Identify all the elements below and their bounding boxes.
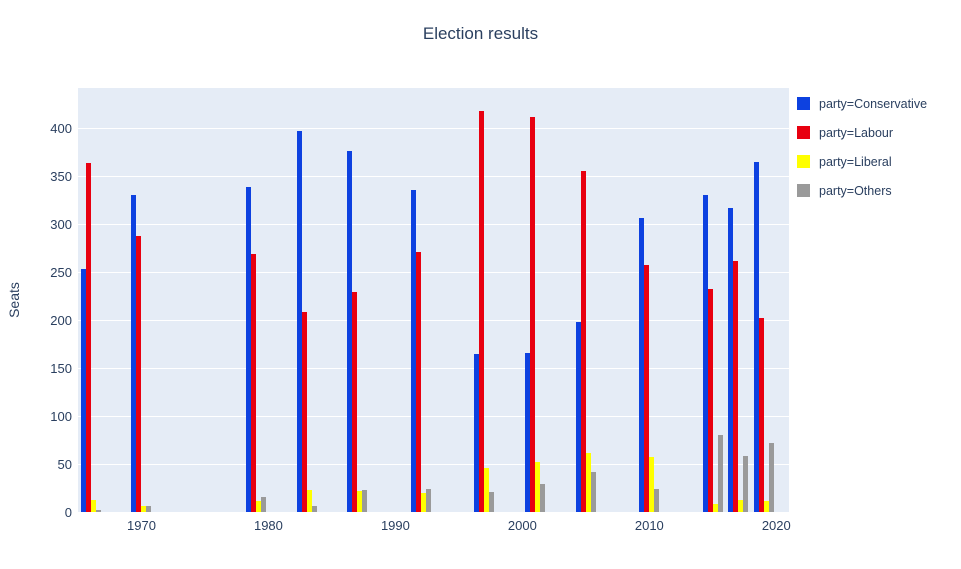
bar-liberal-2015[interactable] — [712, 504, 718, 512]
y-tick-100: 100 — [50, 409, 72, 425]
gridline-y-100 — [78, 416, 789, 418]
bar-labour-1983[interactable] — [301, 311, 307, 512]
legend-item-labour[interactable]: party=Labour — [797, 126, 927, 155]
bar-liberal-1983[interactable] — [306, 489, 312, 512]
bar-others-1966[interactable] — [95, 510, 101, 512]
bar-conservative-2017[interactable] — [728, 207, 734, 512]
bar-liberal-1987[interactable] — [357, 490, 363, 512]
x-tick-2010: 2010 — [634, 518, 664, 533]
x-tick-1980: 1980 — [253, 518, 283, 533]
bar-others-1979[interactable] — [260, 496, 266, 512]
y-tick-350: 350 — [50, 169, 72, 185]
bar-liberal-1970[interactable] — [141, 506, 147, 512]
bar-liberal-2010[interactable] — [649, 457, 655, 512]
bar-liberal-2005[interactable] — [585, 452, 591, 512]
gridline-y-350 — [78, 176, 789, 178]
bar-labour-2001[interactable] — [530, 116, 536, 512]
y-tick-400: 400 — [50, 121, 72, 137]
gridline-y-400 — [78, 128, 789, 130]
bar-labour-1979[interactable] — [250, 253, 256, 512]
legend: party=Conservative party=Labour party=Libe… — [797, 97, 927, 213]
bar-conservative-1983[interactable] — [296, 131, 302, 512]
bar-conservative-2005[interactable] — [575, 322, 581, 512]
gridline-y-150 — [78, 368, 789, 370]
legend-swatch-liberal — [797, 155, 810, 168]
gridline-y-250 — [78, 272, 789, 274]
bar-others-1992[interactable] — [425, 488, 431, 512]
bar-others-2019[interactable] — [768, 442, 774, 512]
y-tick-300: 300 — [50, 217, 72, 233]
bar-liberal-1992[interactable] — [420, 492, 426, 512]
bar-conservative-2010[interactable] — [639, 218, 645, 512]
bar-conservative-1987[interactable] — [347, 151, 353, 512]
bar-labour-1970[interactable] — [136, 235, 142, 512]
bar-labour-2010[interactable] — [644, 264, 650, 512]
bar-others-2015[interactable] — [717, 435, 723, 512]
gridline-y-0 — [78, 512, 789, 513]
bar-others-1970[interactable] — [146, 506, 152, 512]
y-tick-200: 200 — [50, 313, 72, 329]
legend-swatch-labour — [797, 126, 810, 139]
legend-item-others[interactable]: party=Others — [797, 184, 927, 213]
x-tick-1970: 1970 — [127, 518, 156, 533]
bar-others-1983[interactable] — [311, 506, 317, 512]
bar-others-1987[interactable] — [362, 489, 368, 512]
y-tick-0: 0 — [64, 505, 72, 520]
chart-title: Election results — [422, 24, 539, 43]
bar-conservative-1970[interactable] — [131, 195, 137, 512]
legend-swatch-conservative — [797, 97, 810, 110]
bar-labour-1966[interactable] — [85, 162, 91, 512]
bar-conservative-1966[interactable] — [80, 269, 86, 512]
bar-labour-1992[interactable] — [415, 252, 421, 512]
bar-others-2010[interactable] — [654, 488, 660, 512]
x-tick-1990: 1990 — [380, 518, 410, 533]
legend-item-liberal[interactable]: party=Liberal — [797, 155, 927, 184]
gridline-y-200 — [78, 320, 789, 322]
legend-label-labour: party=Labour — [819, 126, 894, 140]
bar-labour-2005[interactable] — [580, 171, 586, 512]
bar-labour-2017[interactable] — [733, 260, 739, 512]
bar-others-2005[interactable] — [590, 471, 596, 512]
y-tick-150: 150 — [50, 361, 72, 377]
bar-liberal-2017[interactable] — [738, 500, 744, 512]
y-tick-250: 250 — [50, 265, 72, 281]
bar-liberal-1979[interactable] — [255, 501, 261, 512]
legend-item-conservative[interactable]: party=Conservative — [797, 97, 927, 126]
bar-labour-2019[interactable] — [758, 318, 764, 512]
bar-labour-2015[interactable] — [707, 289, 713, 512]
legend-swatch-others — [797, 184, 810, 197]
bar-liberal-2019[interactable] — [763, 501, 769, 512]
bar-conservative-2015[interactable] — [702, 195, 708, 512]
x-tick-2000: 2000 — [507, 518, 537, 533]
gridline-y-300 — [78, 224, 789, 226]
bar-labour-1987[interactable] — [352, 292, 358, 512]
plot-area[interactable] — [78, 88, 789, 513]
y-tick-50: 50 — [57, 457, 72, 473]
legend-label-others: party=Others — [819, 184, 892, 198]
bar-liberal-1966[interactable] — [90, 500, 96, 512]
gridline-y-50 — [78, 464, 789, 466]
bar-conservative-2001[interactable] — [525, 352, 531, 512]
legend-label-liberal: party=Liberal — [819, 155, 892, 169]
bar-conservative-2019[interactable] — [753, 161, 759, 512]
x-tick-2020: 2020 — [761, 518, 791, 533]
bar-labour-1997[interactable] — [479, 111, 485, 512]
bar-others-1997[interactable] — [489, 491, 495, 512]
legend-label-conservative: party=Conservative — [819, 97, 928, 111]
bar-conservative-1992[interactable] — [410, 189, 416, 512]
y-axis-title: Seats — [6, 282, 22, 318]
bar-conservative-1997[interactable] — [474, 353, 480, 512]
bar-liberal-2001[interactable] — [535, 462, 541, 512]
bar-others-2001[interactable] — [540, 484, 546, 512]
bar-liberal-1997[interactable] — [484, 467, 490, 512]
bar-conservative-1979[interactable] — [245, 186, 251, 512]
bar-others-2017[interactable] — [743, 456, 749, 512]
